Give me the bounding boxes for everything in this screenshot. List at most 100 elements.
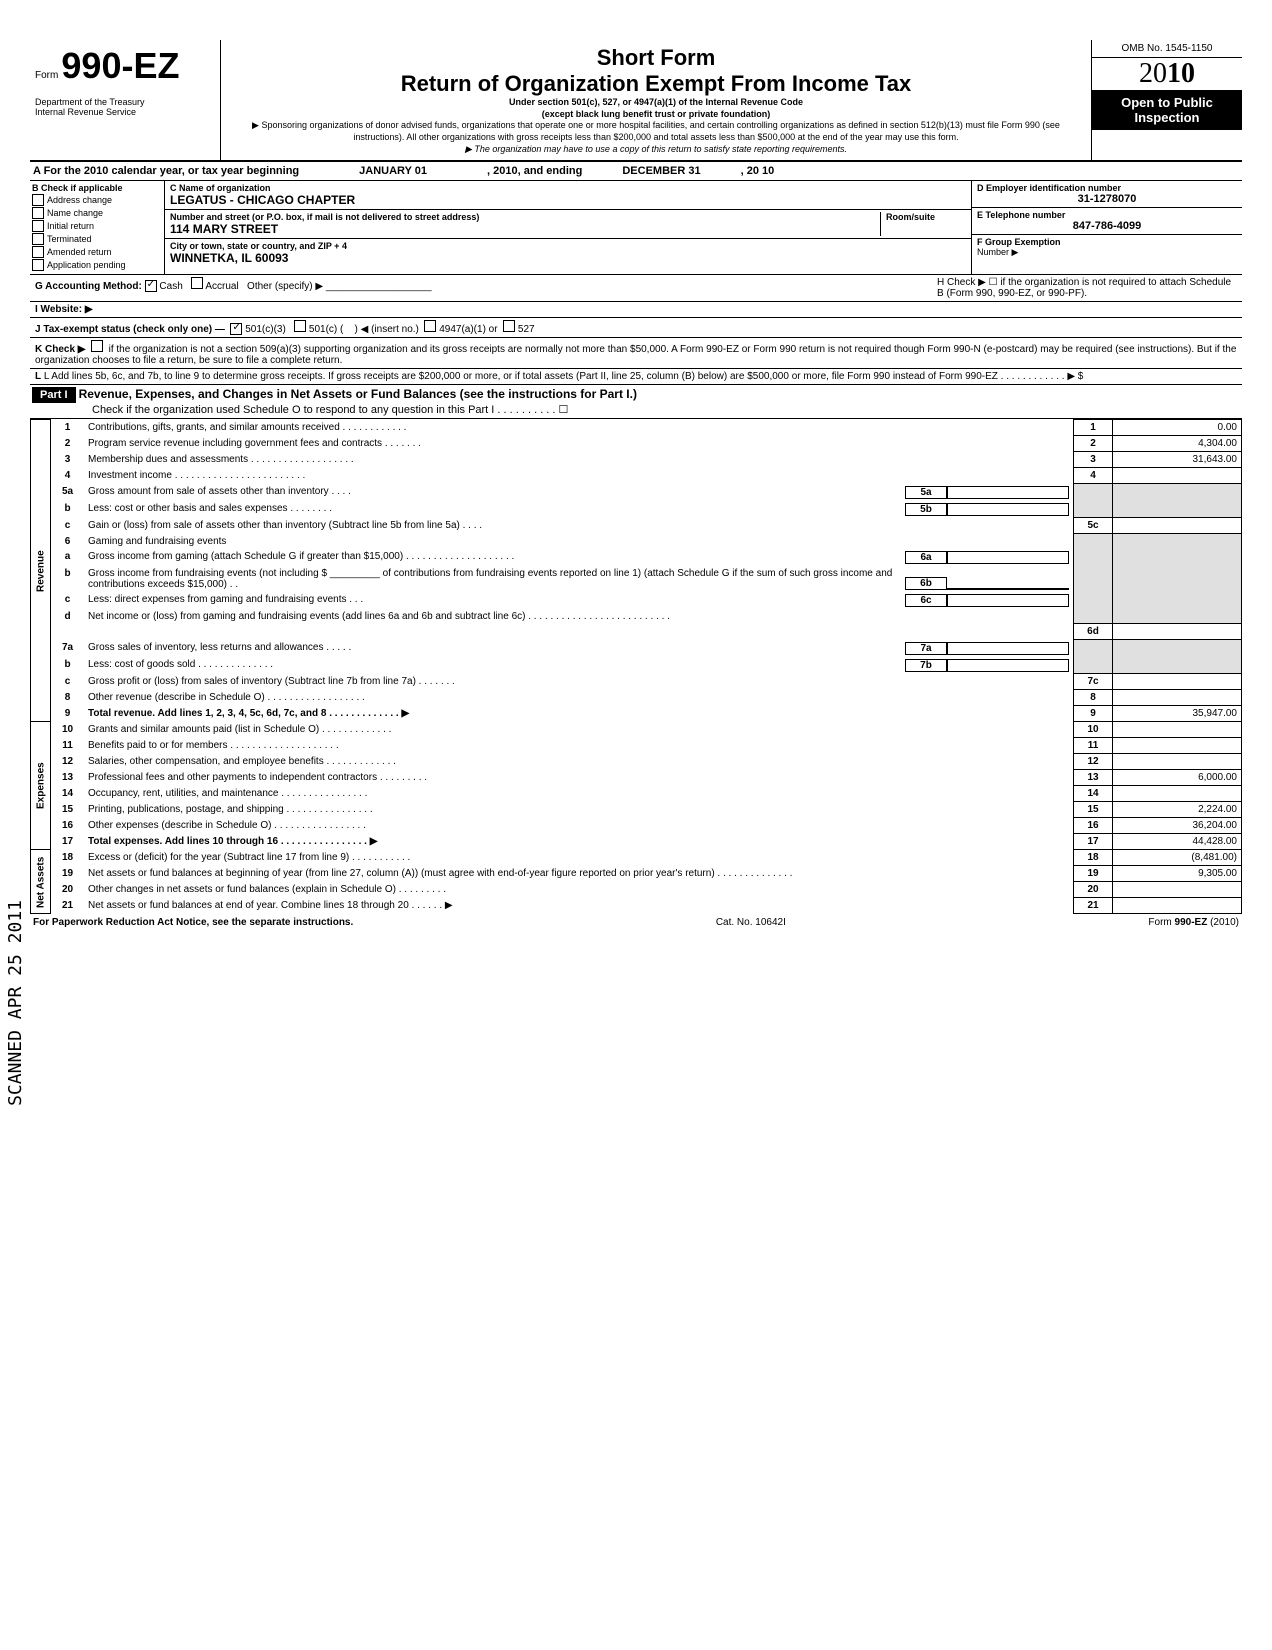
line-14-desc: Occupancy, rent, utilities, and maintena… xyxy=(84,786,1074,802)
line-6c-desc: Less: direct expenses from gaming and fu… xyxy=(88,594,905,607)
part1-table: Revenue 1Contributions, gifts, grants, a… xyxy=(30,419,1242,914)
omb-number: OMB No. 1545-1150 xyxy=(1092,40,1242,58)
checkbox-initial-return[interactable] xyxy=(32,220,44,232)
tot-6d: 6d xyxy=(1074,624,1113,640)
line-9-val: 35,947.00 xyxy=(1113,706,1242,722)
end-date: DECEMBER 31 xyxy=(622,165,700,177)
f-sub: Number ▶ xyxy=(977,247,1237,258)
line-16-val: 36,204.00 xyxy=(1113,818,1242,834)
line-17-val: 44,428.00 xyxy=(1113,834,1242,850)
j-501c3: 501(c)(3) xyxy=(245,324,286,335)
line-18-val: (8,481.00) xyxy=(1113,850,1242,866)
row-g-h: G Accounting Method: Cash Accrual Other … xyxy=(30,275,1242,302)
scanned-stamp: SCANNED APR 25 2011 xyxy=(5,900,26,1106)
checkbox-amended[interactable] xyxy=(32,246,44,258)
subtitle3: ▶ Sponsoring organizations of donor advi… xyxy=(231,120,1081,143)
b-item-0: Address change xyxy=(47,195,112,205)
g-cash: Cash xyxy=(159,281,182,292)
line-7b-desc: Less: cost of goods sold . . . . . . . .… xyxy=(88,659,905,672)
row-j: J Tax-exempt status (check only one) — 5… xyxy=(30,318,1242,338)
b-item-4: Amended return xyxy=(47,247,112,257)
begin-date: JANUARY 01 xyxy=(359,165,427,177)
checkbox-cash[interactable] xyxy=(145,280,157,292)
line-15-val: 2,224.00 xyxy=(1113,802,1242,818)
j-insert: ) ◀ (insert no.) xyxy=(355,324,419,335)
checkbox-pending[interactable] xyxy=(32,259,44,271)
subtitle2: (except black lung benefit trust or priv… xyxy=(231,109,1081,121)
g-accrual: Accrual xyxy=(205,281,238,292)
sub-6a: 6a xyxy=(905,551,947,564)
g-label: G Accounting Method: xyxy=(35,281,142,292)
l-text: L Add lines 5b, 6c, and 7b, to line 9 to… xyxy=(44,371,1083,382)
part1-check-text: Check if the organization used Schedule … xyxy=(92,404,568,416)
title-main: Return of Organization Exempt From Incom… xyxy=(231,71,1081,97)
year-suffix: 10 xyxy=(1167,58,1195,89)
j-4947: 4947(a)(1) or xyxy=(439,324,497,335)
expenses-side-label: Expenses xyxy=(31,722,51,850)
open-public-2: Inspection xyxy=(1097,110,1237,125)
line-18-desc: Excess or (deficit) for the year (Subtra… xyxy=(84,850,1074,866)
footer-left: For Paperwork Reduction Act Notice, see … xyxy=(33,917,353,928)
e-label: E Telephone number xyxy=(977,210,1237,220)
title-short: Short Form xyxy=(231,45,1081,71)
k-text: if the organization is not a section 509… xyxy=(35,344,1236,366)
revenue-side-label: Revenue xyxy=(31,420,51,722)
line-1-val: 0.00 xyxy=(1113,420,1242,436)
line-5a-desc: Gross amount from sale of assets other t… xyxy=(88,486,905,499)
line-a-text: A For the 2010 calendar year, or tax yea… xyxy=(33,165,299,177)
b-item-2: Initial return xyxy=(47,221,94,231)
g-other: Other (specify) ▶ xyxy=(247,281,323,292)
line-4-desc: Investment income . . . . . . . . . . . … xyxy=(84,468,1074,484)
row-l: L L Add lines 5b, 6c, and 7b, to line 9 … xyxy=(30,369,1242,385)
checkbox-501c3[interactable] xyxy=(230,323,242,335)
checkbox-address-change[interactable] xyxy=(32,194,44,206)
tot-7c: 7c xyxy=(1074,674,1113,690)
line-21-desc: Net assets or fund balances at end of ye… xyxy=(84,898,1074,914)
line-8-desc: Other revenue (describe in Schedule O) .… xyxy=(84,690,1074,706)
line-13-val: 6,000.00 xyxy=(1113,770,1242,786)
line-5c-desc: Gain or (loss) from sale of assets other… xyxy=(84,518,1074,534)
form-header: Form 990-EZ Department of the Treasury I… xyxy=(30,40,1242,162)
org-name: LEGATUS - CHICAGO CHAPTER xyxy=(170,193,966,207)
line-2-desc: Program service revenue including govern… xyxy=(84,436,1074,452)
end-suffix: , 20 10 xyxy=(741,165,775,177)
part1-title: Revenue, Expenses, and Changes in Net As… xyxy=(79,387,637,401)
j-527: 527 xyxy=(518,324,535,335)
sub-5a: 5a xyxy=(905,486,947,499)
h-label: H Check ▶ ☐ if the organization is not r… xyxy=(937,277,1237,299)
k-label: K Check ▶ xyxy=(35,344,85,355)
row-k: K Check ▶ if the organization is not a s… xyxy=(30,338,1242,369)
checkbox-terminated[interactable] xyxy=(32,233,44,245)
f-label: F Group Exemption xyxy=(977,237,1237,247)
sub-6b: 6b xyxy=(905,577,947,590)
checkbox-501c[interactable] xyxy=(294,320,306,332)
addr-value: 114 MARY STREET xyxy=(170,222,880,236)
i-label: I Website: ▶ xyxy=(35,304,93,315)
line-13-desc: Professional fees and other payments to … xyxy=(84,770,1074,786)
section-bcdef: B Check if applicable Address change Nam… xyxy=(30,181,1242,275)
addr-label: Number and street (or P.O. box, if mail … xyxy=(170,212,880,222)
line-7c-desc: Gross profit or (loss) from sales of inv… xyxy=(84,674,1074,690)
footer-right: Form 990-EZ (2010) xyxy=(1148,917,1239,928)
line-15-desc: Printing, publications, postage, and shi… xyxy=(84,802,1074,818)
line-6b-desc: Gross income from fundraising events (no… xyxy=(88,568,905,590)
checkbox-accrual[interactable] xyxy=(191,277,203,289)
checkbox-527[interactable] xyxy=(503,320,515,332)
checkbox-k[interactable] xyxy=(91,340,103,352)
city-label: City or town, state or country, and ZIP … xyxy=(170,241,966,251)
line-19-val: 9,305.00 xyxy=(1113,866,1242,882)
subtitle4: ▶ The organization may have to use a cop… xyxy=(231,144,1081,156)
j-label: J Tax-exempt status (check only one) — xyxy=(35,324,225,335)
b-item-5: Application pending xyxy=(47,260,126,270)
footer: For Paperwork Reduction Act Notice, see … xyxy=(30,914,1242,931)
line-19-desc: Net assets or fund balances at beginning… xyxy=(84,866,1074,882)
sub-7a: 7a xyxy=(905,642,947,655)
checkbox-name-change[interactable] xyxy=(32,207,44,219)
part1-badge: Part I xyxy=(32,387,76,403)
dept-treasury: Department of the Treasury xyxy=(35,97,215,107)
d-label: D Employer identification number xyxy=(977,183,1237,193)
city-value: WINNETKA, IL 60093 xyxy=(170,251,966,265)
checkbox-4947[interactable] xyxy=(424,320,436,332)
line-20-desc: Other changes in net assets or fund bala… xyxy=(84,882,1074,898)
line-17-desc: Total expenses. Add lines 10 through 16 … xyxy=(88,836,377,847)
